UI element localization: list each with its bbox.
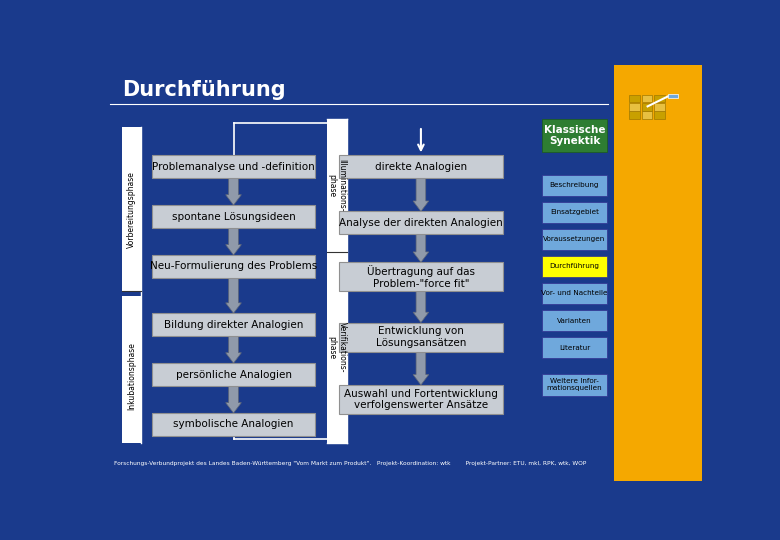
Text: spontane Lösungsideen: spontane Lösungsideen xyxy=(172,212,296,221)
Text: Einsatzgebiet: Einsatzgebiet xyxy=(550,210,599,215)
Bar xyxy=(668,94,679,98)
FancyArrow shape xyxy=(225,336,241,363)
Text: Vor- und Nachteile: Vor- und Nachteile xyxy=(541,291,608,296)
FancyBboxPatch shape xyxy=(339,262,502,292)
FancyBboxPatch shape xyxy=(542,374,607,396)
Bar xyxy=(328,119,346,252)
FancyBboxPatch shape xyxy=(339,385,502,414)
Text: Literatur: Literatur xyxy=(558,345,590,350)
FancyBboxPatch shape xyxy=(152,255,315,278)
Bar xyxy=(642,111,652,119)
Text: Voraussetzungen: Voraussetzungen xyxy=(544,237,605,242)
Text: persönliche Analogien: persönliche Analogien xyxy=(176,369,292,380)
Text: Durchführung: Durchführung xyxy=(122,80,285,100)
Bar xyxy=(615,65,702,481)
Text: Durchführung: Durchführung xyxy=(549,264,600,269)
Text: Beschreibung: Beschreibung xyxy=(550,183,599,188)
FancyArrow shape xyxy=(413,178,429,211)
Text: Auswahl und Fortentwicklung
verfolgenswerter Ansätze: Auswahl und Fortentwicklung verfolgenswe… xyxy=(344,389,498,410)
Text: Varianten: Varianten xyxy=(557,318,592,323)
FancyArrow shape xyxy=(413,292,429,322)
Bar xyxy=(642,103,652,111)
Bar xyxy=(654,94,665,102)
Bar xyxy=(629,103,640,111)
FancyBboxPatch shape xyxy=(339,155,502,178)
FancyBboxPatch shape xyxy=(542,119,607,152)
Text: Illuminations-
phase: Illuminations- phase xyxy=(327,159,346,212)
FancyBboxPatch shape xyxy=(152,413,315,436)
Bar xyxy=(122,127,141,292)
FancyBboxPatch shape xyxy=(152,205,315,228)
Text: Inkubationsphase: Inkubationsphase xyxy=(127,342,136,409)
Text: Klassische
Synektik: Klassische Synektik xyxy=(544,125,605,146)
Bar xyxy=(642,94,652,102)
Text: symbolische Analogien: symbolische Analogien xyxy=(173,420,294,429)
FancyArrow shape xyxy=(413,352,429,385)
FancyBboxPatch shape xyxy=(542,255,607,277)
Text: Übertragung auf das
Problem-"force fit": Übertragung auf das Problem-"force fit" xyxy=(367,265,475,288)
FancyBboxPatch shape xyxy=(339,322,502,352)
FancyBboxPatch shape xyxy=(542,228,607,250)
FancyBboxPatch shape xyxy=(542,174,607,196)
FancyBboxPatch shape xyxy=(542,310,607,332)
Bar xyxy=(654,103,665,111)
FancyArrow shape xyxy=(413,234,429,262)
FancyBboxPatch shape xyxy=(542,282,607,305)
Bar xyxy=(122,295,141,443)
Bar xyxy=(328,252,346,443)
Text: Analyse der direkten Analogien: Analyse der direkten Analogien xyxy=(339,218,503,228)
Text: Verifikations-
phase: Verifikations- phase xyxy=(327,322,346,373)
Text: Bildung direkter Analogien: Bildung direkter Analogien xyxy=(164,320,303,330)
Text: Entwicklung von
Lösungsansätzen: Entwicklung von Lösungsansätzen xyxy=(376,326,466,348)
FancyArrow shape xyxy=(225,178,241,205)
FancyArrow shape xyxy=(225,278,241,313)
Text: direkte Analogien: direkte Analogien xyxy=(375,161,467,172)
FancyBboxPatch shape xyxy=(542,337,607,359)
Text: Problemanalyse und -definition: Problemanalyse und -definition xyxy=(152,161,315,172)
Text: Neu-Formulierung des Problems: Neu-Formulierung des Problems xyxy=(150,261,317,272)
Text: Forschungs-Verbundprojekt des Landes Baden-Württemberg "Vom Markt zum Produkt". : Forschungs-Verbundprojekt des Landes Bad… xyxy=(114,462,587,467)
Text: Weitere Infor-
mationsquellen: Weitere Infor- mationsquellen xyxy=(547,379,602,392)
FancyBboxPatch shape xyxy=(542,201,607,223)
Text: Vorbereitungsphase: Vorbereitungsphase xyxy=(127,171,136,248)
FancyBboxPatch shape xyxy=(152,155,315,178)
FancyBboxPatch shape xyxy=(152,363,315,386)
FancyArrow shape xyxy=(225,386,241,413)
FancyBboxPatch shape xyxy=(339,211,502,234)
Bar xyxy=(629,111,640,119)
Bar xyxy=(654,111,665,119)
Bar xyxy=(629,94,640,102)
FancyArrow shape xyxy=(225,228,241,255)
FancyBboxPatch shape xyxy=(152,313,315,336)
